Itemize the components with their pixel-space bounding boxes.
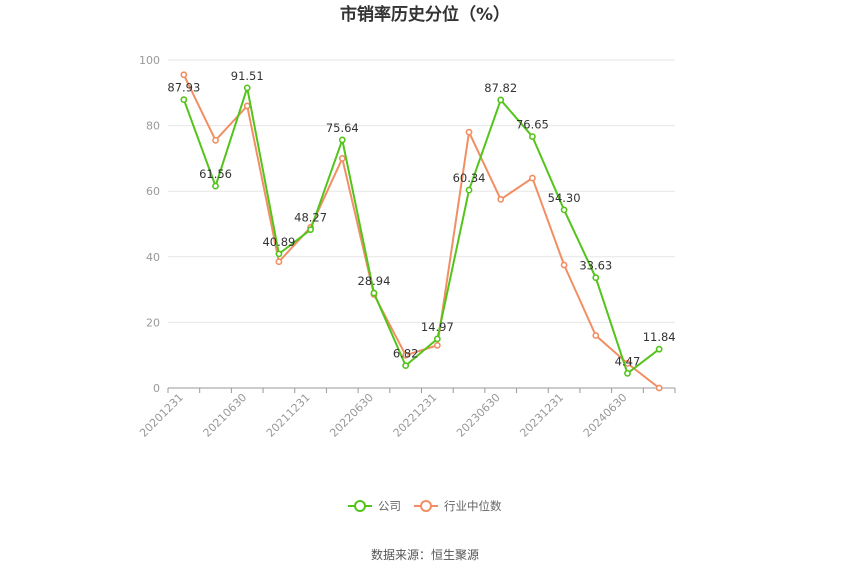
data-label: 61.56	[199, 167, 232, 181]
data-label: 91.51	[231, 69, 264, 83]
legend[interactable]: 公司 行业中位数	[348, 499, 502, 513]
data-label: 76.65	[516, 118, 549, 132]
data-point[interactable]	[370, 289, 378, 297]
y-tick-label: 80	[146, 120, 160, 133]
series-company	[180, 84, 663, 377]
data-point[interactable]	[560, 206, 568, 214]
data-point[interactable]	[592, 332, 600, 339]
data-point[interactable]	[465, 128, 473, 136]
legend-marker	[420, 500, 432, 512]
data-label: 40.89	[262, 235, 295, 249]
series-layer	[180, 71, 663, 392]
y-tick-label: 100	[139, 54, 160, 67]
data-point[interactable]	[497, 195, 505, 203]
data-point[interactable]	[655, 384, 663, 392]
data-labels: 87.9361.5691.5140.8948.2775.6428.946.821…	[167, 69, 675, 368]
data-label: 54.30	[548, 191, 581, 205]
data-label: 60.34	[453, 171, 486, 185]
data-point[interactable]	[307, 226, 314, 234]
data-point[interactable]	[465, 186, 473, 194]
x-tick-label: 20231231	[517, 391, 566, 440]
x-tick-label: 20230630	[454, 391, 503, 440]
data-label: 11.84	[643, 330, 676, 344]
data-point[interactable]	[655, 345, 663, 353]
x-tick-label: 20220630	[327, 391, 376, 440]
legend-label: 行业中位数	[444, 499, 502, 513]
data-point[interactable]	[212, 136, 219, 144]
x-tick-label: 20221231	[391, 391, 440, 440]
y-axis: 0 20 40 60 80 100	[139, 54, 160, 395]
data-point[interactable]	[433, 335, 441, 343]
data-label: 48.27	[294, 211, 327, 225]
x-tick-label: 20211231	[264, 391, 313, 440]
data-point[interactable]	[180, 71, 188, 79]
data-point[interactable]	[497, 96, 505, 104]
legend-label: 公司	[378, 499, 401, 513]
series-line	[182, 74, 660, 389]
legend-marker	[354, 500, 366, 512]
data-point[interactable]	[243, 84, 251, 92]
x-axis: 20201231 20210630 20211231 20220630 20221231…	[137, 388, 676, 440]
y-tick-label: 60	[146, 185, 160, 198]
data-point[interactable]	[529, 174, 536, 182]
data-point[interactable]	[402, 362, 410, 370]
data-point[interactable]	[180, 96, 188, 103]
data-point[interactable]	[338, 136, 346, 144]
data-point[interactable]	[560, 261, 568, 269]
data-label: 6.82	[393, 347, 419, 361]
data-point[interactable]	[592, 274, 600, 282]
data-label: 33.63	[579, 259, 612, 273]
y-tick-label: 40	[146, 251, 160, 264]
data-label: 87.82	[484, 81, 517, 95]
x-tick-label: 20240630	[581, 391, 630, 440]
data-label: 4.47	[615, 354, 641, 368]
data-label: 75.64	[326, 121, 359, 135]
data-point[interactable]	[402, 351, 410, 359]
y-tick-label: 20	[146, 316, 160, 329]
data-label: 14.97	[421, 320, 454, 334]
data-label: 28.94	[358, 274, 391, 288]
data-point[interactable]	[275, 250, 283, 258]
data-point[interactable]	[529, 133, 536, 140]
data-point[interactable]	[338, 154, 346, 162]
legend-item-industry-median[interactable]: 行业中位数	[414, 499, 502, 513]
legend-item-company[interactable]: 公司	[348, 499, 401, 513]
source-note: 数据来源：恒生聚源	[371, 547, 479, 562]
chart-title: 市销率历史分位（%）	[340, 4, 510, 25]
data-point[interactable]	[212, 182, 219, 190]
x-tick-label: 20210630	[201, 391, 250, 440]
y-tick-label: 0	[153, 382, 160, 395]
data-point[interactable]	[433, 341, 441, 349]
data-point[interactable]	[275, 258, 283, 266]
data-label: 87.93	[167, 81, 200, 95]
series-line	[182, 86, 660, 375]
x-tick-label: 20201231	[137, 391, 186, 440]
data-point[interactable]	[243, 102, 251, 110]
data-point[interactable]	[624, 369, 631, 377]
